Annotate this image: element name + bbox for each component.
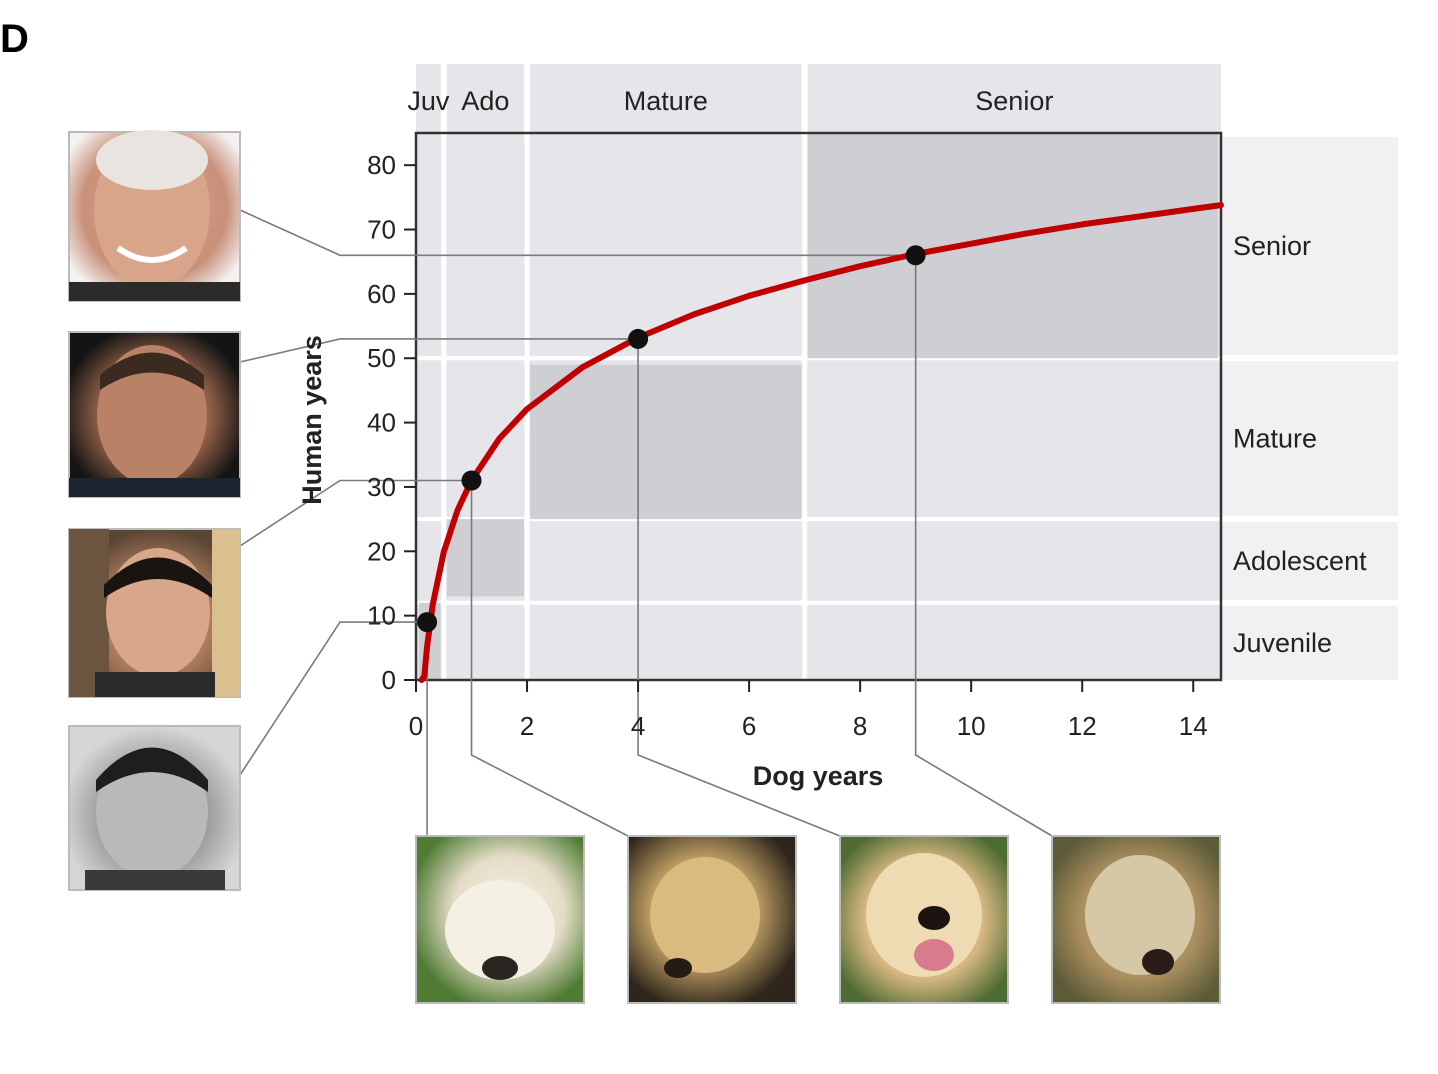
age-curve-line bbox=[418, 202, 1224, 683]
human-stage-label: Mature bbox=[1233, 424, 1317, 454]
human-stage-label: Senior bbox=[1233, 231, 1311, 261]
x-tick-label: 4 bbox=[631, 711, 645, 741]
dog-photo-senior bbox=[1051, 835, 1221, 1004]
dog-stage-label: Ado bbox=[461, 86, 509, 116]
highlighted-point bbox=[628, 328, 649, 349]
dog-connector-line bbox=[470, 480, 629, 837]
highlighted-point bbox=[417, 612, 438, 633]
y-axis-title: Human years bbox=[297, 335, 327, 505]
x-tick-label: 14 bbox=[1179, 711, 1208, 741]
axes: 0 2 4 6 8 10 12 14 0 10 20 30 40 50 60 70 80 bbox=[367, 150, 1208, 741]
overlap-region bbox=[530, 364, 802, 520]
human-photo-senior bbox=[68, 130, 241, 302]
dog-stage-label: Mature bbox=[624, 86, 708, 116]
y-tick-label: 40 bbox=[367, 408, 396, 438]
human-photo-mature bbox=[68, 331, 241, 498]
photos bbox=[68, 130, 1221, 1004]
human-photo-juvenile bbox=[68, 725, 241, 891]
plot-frame bbox=[414, 131, 1223, 682]
x-tick-label: 8 bbox=[853, 711, 867, 741]
dog-connector-line bbox=[637, 338, 841, 837]
human-stage-label: Juvenile bbox=[1233, 628, 1332, 658]
y-tick-label: 20 bbox=[367, 536, 396, 566]
y-tick-label: 80 bbox=[367, 150, 396, 180]
y-tick-label: 0 bbox=[382, 665, 396, 695]
y-tick-label: 70 bbox=[367, 215, 396, 245]
y-tick-label: 10 bbox=[367, 601, 396, 631]
human-photo-adolescent bbox=[68, 528, 241, 698]
dog-stage-label: Senior bbox=[975, 86, 1053, 116]
human-stage-band bbox=[416, 522, 1398, 600]
human-connector-line bbox=[239, 209, 916, 257]
x-tick-label: 6 bbox=[742, 711, 756, 741]
x-tick-label: 2 bbox=[520, 711, 534, 741]
highlighted-point bbox=[905, 245, 926, 266]
highlighted-point bbox=[461, 470, 482, 491]
human-connector-line bbox=[239, 479, 472, 547]
x-axis-title: Dog years bbox=[753, 761, 884, 791]
dog-connector-line bbox=[914, 255, 1053, 837]
highlighted-points bbox=[417, 245, 926, 633]
x-tick-label: 12 bbox=[1068, 711, 1097, 741]
dog-stage-label: Juv bbox=[407, 86, 450, 116]
dog-photo-adolescent bbox=[627, 835, 797, 1004]
y-tick-label: 60 bbox=[367, 279, 396, 309]
x-tick-label: 10 bbox=[957, 711, 986, 741]
stage-labels: Juv Ado Mature Senior Juvenile Adolescent Matu… bbox=[407, 86, 1367, 658]
panel-label: D bbox=[0, 17, 29, 61]
human-connector-line bbox=[239, 621, 428, 776]
human-stage-band bbox=[416, 605, 1398, 680]
y-tick-label: 50 bbox=[367, 343, 396, 373]
overlap-region bbox=[446, 519, 525, 597]
y-tick-label: 30 bbox=[367, 472, 396, 502]
x-tick-label: 0 bbox=[409, 711, 423, 741]
dog-photo-puppy bbox=[415, 835, 585, 1004]
human-connector-line bbox=[239, 338, 639, 363]
overlap-regions bbox=[419, 133, 1218, 680]
dog-photo-mature bbox=[839, 835, 1009, 1004]
overlap-region bbox=[807, 133, 1218, 359]
age-curve bbox=[418, 202, 1224, 683]
human-stage-label: Adolescent bbox=[1233, 546, 1367, 576]
